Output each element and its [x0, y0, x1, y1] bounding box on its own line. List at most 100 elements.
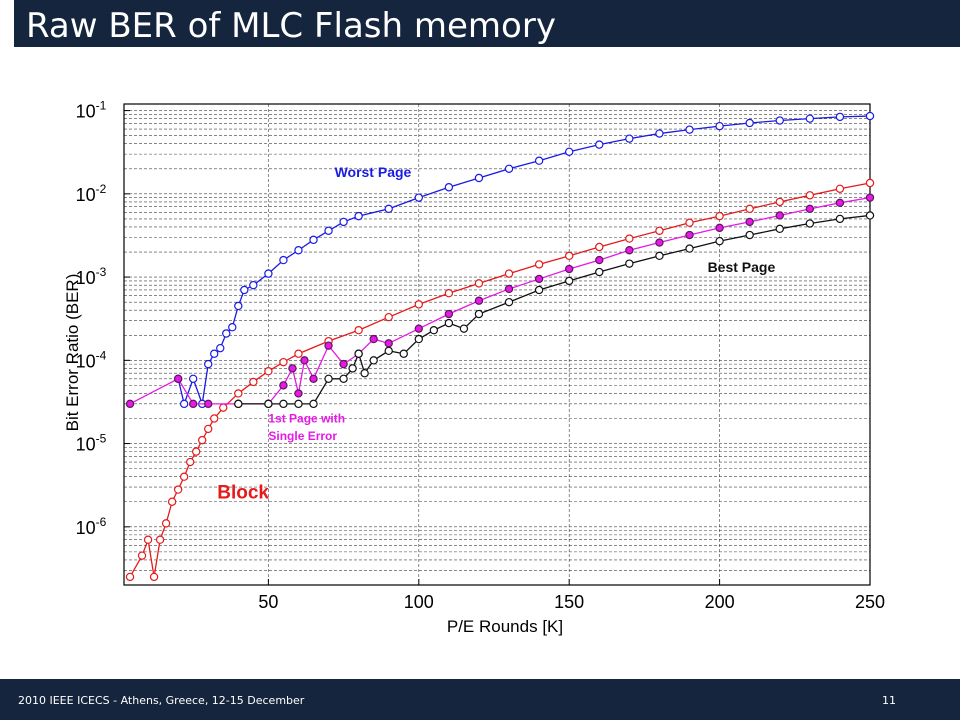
series-point-worst [564, 147, 574, 156]
series-point-block [143, 535, 153, 544]
series-point-block [191, 447, 201, 456]
series-point-first [504, 284, 514, 294]
series-point-block [264, 367, 273, 376]
series-point-block [414, 300, 423, 309]
series-point-worst [324, 226, 333, 235]
series-point-block [137, 551, 147, 560]
annotation-best: Best Page [708, 259, 776, 275]
ber-chart: 50 100 150 200 25010-110-210-310-410-510-6P/… [63, 99, 885, 636]
series-point-worst [228, 322, 237, 332]
series-point-block [655, 226, 664, 235]
series-point-best [294, 399, 303, 409]
y-tick-label: 10-6 [76, 515, 107, 538]
series-point-first [309, 374, 318, 383]
series-point-block [294, 349, 303, 358]
series-point-block [155, 535, 165, 544]
series-point-block [173, 485, 183, 494]
series-point-first [835, 198, 845, 208]
series-point-worst [204, 359, 213, 369]
series-point-first [204, 399, 213, 409]
plot-area: 50 100 150 200 25010-110-210-310-410-510-6P/… [63, 99, 885, 636]
series-point-worst [309, 235, 318, 245]
x-tick-label: 100 [404, 592, 434, 612]
series-point-best [595, 267, 604, 277]
series-point-first [444, 309, 454, 319]
series-point-block [204, 424, 213, 434]
series-point-worst [715, 121, 724, 131]
series-point-best [354, 349, 363, 358]
series-point-worst [805, 114, 815, 123]
series-point-best [625, 259, 634, 268]
series-point-first [279, 381, 288, 390]
y-tick-label: 10-1 [76, 99, 107, 122]
series-point-block [474, 279, 484, 288]
series-point-best [745, 230, 754, 240]
series-point-worst [775, 116, 784, 125]
series-point-best [234, 399, 243, 409]
footer-text: 2010 IEEE ICECS - Athens, Greece, 12-15 … [18, 694, 305, 707]
series-point-best [264, 399, 273, 409]
plot-background [124, 104, 870, 585]
series-point-worst [354, 211, 363, 221]
series-point-best [474, 309, 484, 319]
series-point-first [125, 399, 135, 409]
series-point-worst [685, 125, 694, 134]
series-point-worst [240, 285, 249, 295]
series-point-first [173, 374, 183, 383]
series-point-worst [279, 255, 288, 265]
series-point-worst [234, 301, 243, 311]
series-point-block [444, 289, 454, 298]
series-point-block [149, 572, 159, 582]
series-point-best [715, 236, 724, 246]
series-point-block [210, 414, 219, 423]
series-point-block [161, 519, 171, 528]
x-tick-label: 250 [855, 592, 885, 612]
series-point-worst [745, 118, 754, 128]
series-point-best [564, 276, 574, 286]
series-point-block [534, 260, 544, 269]
series-point-first [339, 359, 348, 369]
x-tick-label: 150 [554, 592, 584, 612]
series-point-first [474, 296, 484, 305]
series-point-worst [625, 134, 634, 143]
series-point-worst [264, 269, 273, 278]
footer-bar: 2010 IEEE ICECS - Athens, Greece, 12-15 … [0, 679, 960, 720]
series-point-worst [249, 280, 258, 290]
x-axis-label: P/E Rounds [K] [447, 617, 563, 636]
series-point-first [655, 238, 664, 247]
series-point-block [167, 497, 177, 506]
series-point-block [219, 403, 228, 412]
series-point-best [369, 356, 378, 365]
series-point-block [125, 572, 135, 582]
series-point-worst [444, 183, 454, 192]
series-point-best [805, 219, 815, 228]
annotation-first2: Single Error [268, 429, 337, 443]
series-point-best [279, 399, 288, 409]
series-point-best [360, 369, 369, 378]
series-point-worst [655, 129, 664, 138]
series-point-first [294, 389, 303, 398]
title-bar: Raw BER of MLC Flash memory [0, 0, 960, 47]
series-point-first [685, 230, 694, 240]
series-point-worst [595, 140, 604, 149]
series-point-block [198, 435, 207, 445]
series-point-best [775, 224, 784, 234]
series-point-block [865, 178, 875, 188]
series-point-worst [504, 164, 514, 173]
series-point-first [745, 217, 754, 227]
annotation-worst: Worst Page [335, 164, 412, 180]
series-point-best [429, 326, 439, 335]
series-point-best [324, 374, 333, 383]
title-accent [0, 0, 14, 47]
series-point-block [354, 326, 363, 335]
series-point-worst [865, 111, 875, 121]
series-point-block [185, 457, 195, 467]
series-point-block [775, 197, 784, 207]
series-point-best [444, 318, 454, 328]
y-axis-label: Bit Error Ratio (BER) [63, 274, 82, 432]
series-point-first [384, 339, 393, 348]
annotation-block: Block [217, 482, 269, 503]
annotation-first1: 1st Page with [268, 411, 345, 425]
series-point-best [348, 364, 357, 373]
series-point-block [745, 204, 754, 214]
